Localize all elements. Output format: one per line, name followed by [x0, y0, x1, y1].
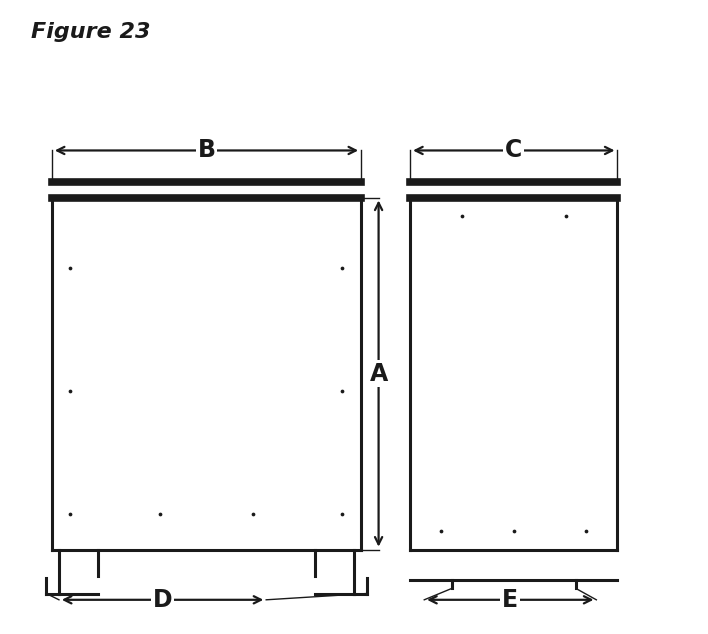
- Text: D: D: [153, 588, 172, 612]
- Text: E: E: [502, 588, 518, 612]
- Text: Figure 23: Figure 23: [31, 22, 150, 42]
- Text: B: B: [198, 138, 215, 162]
- Text: C: C: [506, 138, 523, 162]
- Text: A: A: [370, 361, 388, 385]
